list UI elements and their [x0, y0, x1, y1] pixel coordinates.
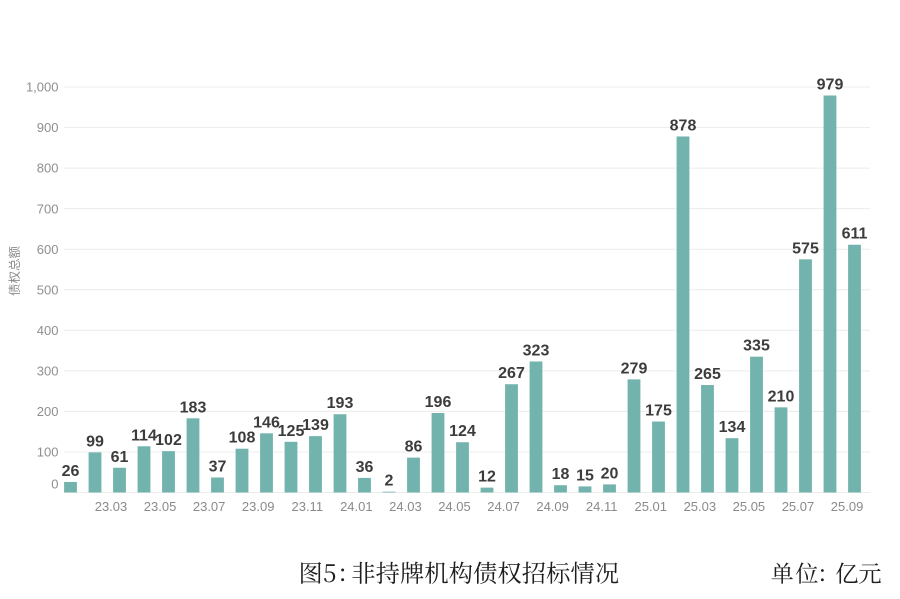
svg-text:23.09: 23.09 — [242, 499, 275, 514]
svg-text:12: 12 — [478, 469, 496, 486]
svg-text:26: 26 — [62, 463, 80, 480]
svg-text:265: 265 — [694, 366, 721, 383]
svg-text:500: 500 — [37, 282, 59, 297]
svg-text:99: 99 — [86, 433, 104, 450]
svg-text:102: 102 — [155, 432, 182, 449]
svg-text:108: 108 — [229, 430, 256, 447]
svg-text:193: 193 — [327, 395, 354, 412]
svg-text:24.11: 24.11 — [586, 499, 618, 514]
svg-text:61: 61 — [111, 449, 129, 466]
svg-text:700: 700 — [37, 201, 59, 216]
svg-text:2: 2 — [385, 473, 394, 490]
svg-text:23.05: 23.05 — [144, 499, 177, 514]
svg-text:196: 196 — [425, 394, 452, 411]
svg-text:1,000: 1,000 — [26, 80, 59, 95]
svg-text:36: 36 — [356, 459, 374, 476]
svg-text:25.03: 25.03 — [684, 499, 717, 514]
svg-text:139: 139 — [302, 417, 329, 434]
svg-text:400: 400 — [37, 323, 59, 338]
svg-text:175: 175 — [645, 403, 672, 420]
svg-text:900: 900 — [37, 120, 59, 135]
svg-text:335: 335 — [743, 338, 770, 355]
svg-text:25.09: 25.09 — [831, 499, 864, 514]
svg-text:18: 18 — [552, 466, 570, 483]
svg-text:25.05: 25.05 — [733, 499, 766, 514]
svg-text:323: 323 — [523, 343, 550, 360]
svg-text:125: 125 — [278, 423, 305, 440]
svg-text:575: 575 — [792, 240, 819, 257]
svg-text:23.07: 23.07 — [193, 499, 226, 514]
svg-text:24.03: 24.03 — [389, 499, 422, 514]
svg-text:25.07: 25.07 — [782, 499, 815, 514]
svg-text:114: 114 — [131, 427, 157, 444]
svg-text:24.01: 24.01 — [340, 499, 373, 514]
svg-text:23.11: 23.11 — [291, 499, 323, 514]
svg-text:124: 124 — [449, 423, 476, 440]
svg-text:300: 300 — [37, 363, 59, 378]
svg-text:0: 0 — [51, 476, 58, 491]
svg-text:25.01: 25.01 — [634, 499, 667, 514]
svg-text:86: 86 — [405, 439, 423, 456]
svg-text:15: 15 — [576, 467, 594, 484]
svg-text:23.03: 23.03 — [95, 499, 128, 514]
svg-text:37: 37 — [209, 459, 227, 476]
svg-text:134: 134 — [719, 419, 746, 436]
svg-text:210: 210 — [768, 388, 795, 405]
svg-text:100: 100 — [37, 445, 59, 460]
svg-text:20: 20 — [601, 465, 619, 482]
svg-text:800: 800 — [37, 161, 59, 176]
svg-text:279: 279 — [621, 360, 648, 377]
svg-text:200: 200 — [37, 404, 59, 419]
svg-text:183: 183 — [180, 399, 207, 416]
svg-text:24.09: 24.09 — [536, 499, 569, 514]
svg-text:878: 878 — [670, 117, 697, 134]
svg-text:146: 146 — [253, 414, 280, 431]
svg-text:611: 611 — [842, 226, 868, 243]
svg-text:600: 600 — [37, 242, 59, 257]
svg-text:24.05: 24.05 — [438, 499, 471, 514]
svg-text:267: 267 — [498, 365, 525, 382]
svg-text:979: 979 — [817, 77, 844, 94]
svg-text:24.07: 24.07 — [487, 499, 520, 514]
